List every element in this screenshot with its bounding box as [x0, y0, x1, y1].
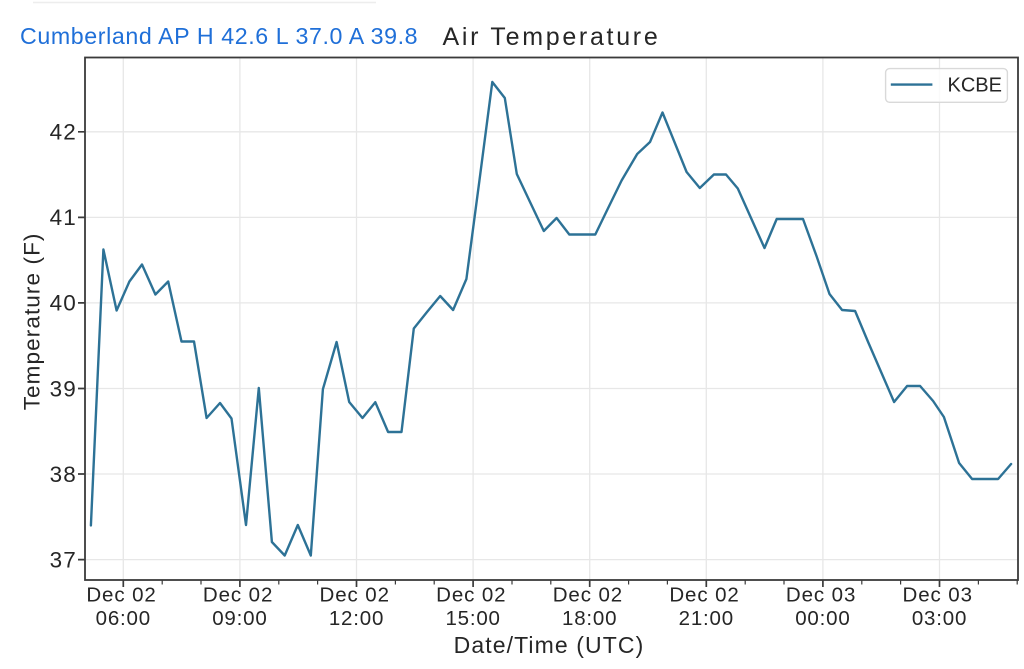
svg-text:12:00: 12:00: [329, 607, 384, 630]
svg-text:09:00: 09:00: [212, 607, 267, 630]
svg-text:00:00: 00:00: [795, 607, 850, 630]
svg-text:Temperature (F): Temperature (F): [20, 233, 45, 411]
svg-text:37: 37: [50, 547, 77, 572]
svg-text:21:00: 21:00: [679, 607, 734, 630]
svg-text:15:00: 15:00: [445, 607, 500, 630]
svg-text:Dec 02: Dec 02: [203, 584, 273, 607]
svg-text:42: 42: [50, 120, 77, 145]
svg-text:Date/Time (UTC): Date/Time (UTC): [454, 632, 645, 658]
svg-text:39: 39: [50, 376, 77, 401]
svg-text:Dec 02: Dec 02: [320, 584, 390, 607]
svg-text:Cumberland AP H 42.6 L 37.0 A: Cumberland AP H 42.6 L 37.0 A 39.8: [20, 23, 418, 49]
svg-text:Dec 02: Dec 02: [86, 584, 156, 607]
svg-text:KCBE: KCBE: [948, 75, 1002, 97]
svg-text:41: 41: [50, 205, 77, 230]
svg-text:38: 38: [50, 462, 77, 487]
svg-text:03:00: 03:00: [912, 607, 967, 630]
svg-text:Dec 02: Dec 02: [436, 584, 506, 607]
svg-text:18:00: 18:00: [562, 607, 617, 630]
svg-text:Dec 02: Dec 02: [669, 584, 739, 607]
svg-text:40: 40: [50, 291, 77, 316]
svg-text:Dec 03: Dec 03: [903, 584, 973, 607]
svg-text:Dec 03: Dec 03: [786, 584, 856, 607]
svg-text:Air Temperature: Air Temperature: [443, 23, 661, 51]
svg-text:06:00: 06:00: [96, 607, 151, 630]
svg-text:Dec 02: Dec 02: [553, 584, 623, 607]
